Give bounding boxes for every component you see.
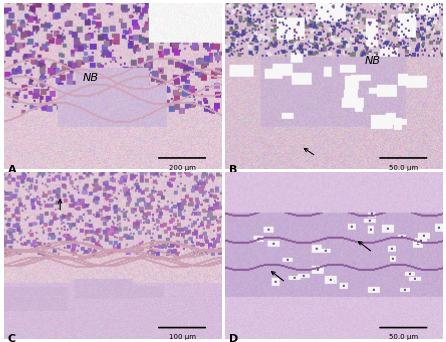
Text: 50.0 μm: 50.0 μm — [389, 334, 418, 340]
Text: D: D — [229, 334, 238, 342]
Text: 50.0 μm: 50.0 μm — [389, 165, 418, 171]
Text: A: A — [8, 165, 17, 175]
Text: B: B — [229, 165, 238, 175]
Text: NB: NB — [83, 73, 99, 83]
Text: 200 μm: 200 μm — [169, 165, 195, 171]
Text: 100 μm: 100 μm — [169, 334, 195, 340]
Text: NB: NB — [365, 56, 381, 66]
Text: C: C — [8, 334, 16, 342]
